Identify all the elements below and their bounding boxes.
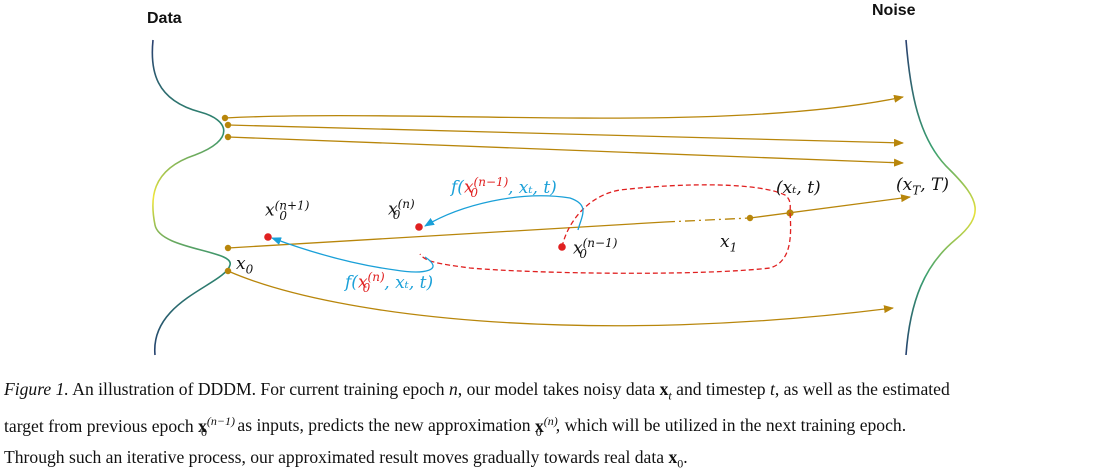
trajectory-3 [227,136,904,167]
point-x0-n1-red [264,233,272,241]
label-x0-n: x(n)0 [388,197,415,223]
point-x0 [224,267,232,275]
noise-label: Noise [872,2,916,19]
data-label: Data [147,10,182,27]
label-f-prev: f(x(n−1)0, xₜ, t) [451,175,557,201]
blue-arrow-prediction-n [424,195,584,231]
trajectory-bottom [227,270,894,327]
blue-arrow-prediction-n1 [271,237,434,273]
caption-line-3: Through such an iterative process, our a… [4,446,688,471]
label-x1: x1 [720,232,738,255]
point-x1 [746,214,754,222]
trajectory-1 [224,94,904,119]
label-f-cur: f(x(n)0, xₜ, t) [345,270,434,296]
main-trajectory-dashdot [664,217,751,223]
point-top-2 [224,121,232,129]
point-x0-n-red [415,223,423,231]
label-x0-n-plus-1: x(n+1)0 [265,198,310,224]
point-x0-nminus1-red [558,243,566,251]
main-trajectory-solid-a [227,221,666,249]
point-top-1 [221,114,229,122]
label-x0-n-minus-1: x(n−1)0 [573,236,618,262]
point-x0-upper [224,244,232,252]
figure-caption: Figure 1. An illustration of DDDM. For c… [4,377,1116,476]
caption-line-2: target from previous epoch x(n−1)0 as in… [4,413,907,439]
ddm-illustration [151,39,976,356]
point-top-3 [224,133,232,141]
caption-line-1: Figure 1. An illustration of DDDM. For c… [4,379,950,403]
trajectory-2 [227,124,904,147]
data-distribution-curve [151,39,231,356]
main-trajectory-solid-b [749,194,911,219]
label-xt-t: (xₜ, t) [776,178,821,198]
red-dashed-loop-lower [419,212,792,274]
label-xT-T: (xT, T) [896,175,950,198]
noise-distribution-curve [905,39,976,356]
label-x0: x0 [236,254,254,277]
